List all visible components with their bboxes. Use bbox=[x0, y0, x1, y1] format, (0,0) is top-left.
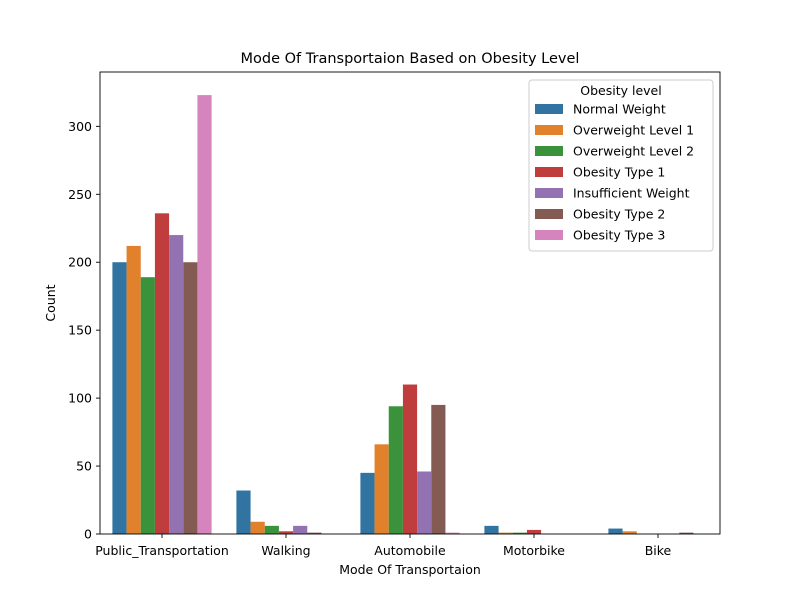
x-axis-label: Mode Of Transportaion bbox=[339, 562, 481, 577]
x-tick-label: Public_Transportation bbox=[95, 543, 229, 558]
y-tick-label: 150 bbox=[68, 323, 92, 338]
y-axis: 0 50 100 150 200 250 300 bbox=[68, 119, 100, 542]
y-tick-label: 50 bbox=[76, 459, 92, 474]
bar bbox=[307, 532, 322, 534]
bar bbox=[402, 384, 418, 534]
x-tick-label: Automobile bbox=[374, 543, 446, 558]
bar bbox=[169, 235, 184, 534]
bar bbox=[154, 213, 170, 535]
bar bbox=[250, 521, 265, 534]
bar bbox=[498, 532, 513, 534]
legend-label: Overweight Level 2 bbox=[573, 144, 694, 159]
legend-label: Obesity Type 3 bbox=[573, 228, 665, 243]
bar bbox=[445, 532, 460, 534]
legend: Obesity level Normal Weight Overweight Le… bbox=[528, 79, 714, 252]
bar bbox=[679, 532, 694, 534]
legend-title: Obesity level bbox=[580, 83, 661, 98]
bar bbox=[526, 529, 542, 534]
y-tick-label: 250 bbox=[68, 187, 92, 202]
legend-swatch bbox=[535, 125, 563, 135]
y-tick-label: 200 bbox=[68, 255, 92, 270]
legend-swatch bbox=[535, 146, 563, 156]
legend-items: Normal Weight Overweight Level 1 Overweigh… bbox=[535, 102, 694, 243]
x-tick-label: Bike bbox=[645, 543, 672, 558]
y-axis-label: Count bbox=[43, 284, 58, 321]
chart-title: Mode Of Transportaion Based on Obesity L… bbox=[241, 51, 580, 67]
y-tick-label: 100 bbox=[68, 391, 92, 406]
bars-group bbox=[112, 95, 694, 535]
bar bbox=[140, 277, 155, 534]
bar bbox=[417, 471, 432, 534]
y-tick-label: 300 bbox=[68, 119, 92, 134]
legend-swatch bbox=[535, 209, 563, 219]
x-tick-label: Walking bbox=[261, 543, 310, 558]
legend-swatch bbox=[535, 188, 563, 198]
legend-swatch bbox=[535, 104, 563, 114]
bar bbox=[293, 525, 308, 534]
bar bbox=[360, 472, 375, 534]
bar bbox=[236, 490, 251, 534]
bar bbox=[183, 262, 198, 534]
bar bbox=[264, 525, 279, 534]
bar bbox=[622, 531, 637, 534]
bar bbox=[484, 525, 499, 534]
x-axis: Public_Transportation Walking Automobile Mo… bbox=[95, 534, 672, 558]
plot-frame bbox=[99, 71, 721, 535]
bar bbox=[126, 245, 141, 534]
legend-label: Normal Weight bbox=[573, 102, 666, 117]
bar bbox=[608, 528, 623, 534]
legend-swatch bbox=[535, 167, 563, 177]
bar bbox=[431, 404, 446, 534]
legend-label: Obesity Type 2 bbox=[573, 207, 665, 222]
x-tick-label: Motorbike bbox=[503, 543, 565, 558]
bar bbox=[278, 531, 294, 534]
legend-label: Overweight Level 1 bbox=[573, 123, 694, 138]
y-tick-label: 0 bbox=[84, 527, 92, 542]
legend-box bbox=[528, 79, 714, 252]
bar bbox=[374, 444, 389, 534]
bar bbox=[388, 406, 403, 534]
bar bbox=[112, 262, 127, 534]
bar bbox=[197, 95, 212, 534]
bar bbox=[512, 532, 527, 534]
legend-label: Insufficient Weight bbox=[573, 186, 690, 201]
legend-label: Obesity Type 1 bbox=[573, 165, 665, 180]
legend-swatch bbox=[535, 230, 563, 240]
